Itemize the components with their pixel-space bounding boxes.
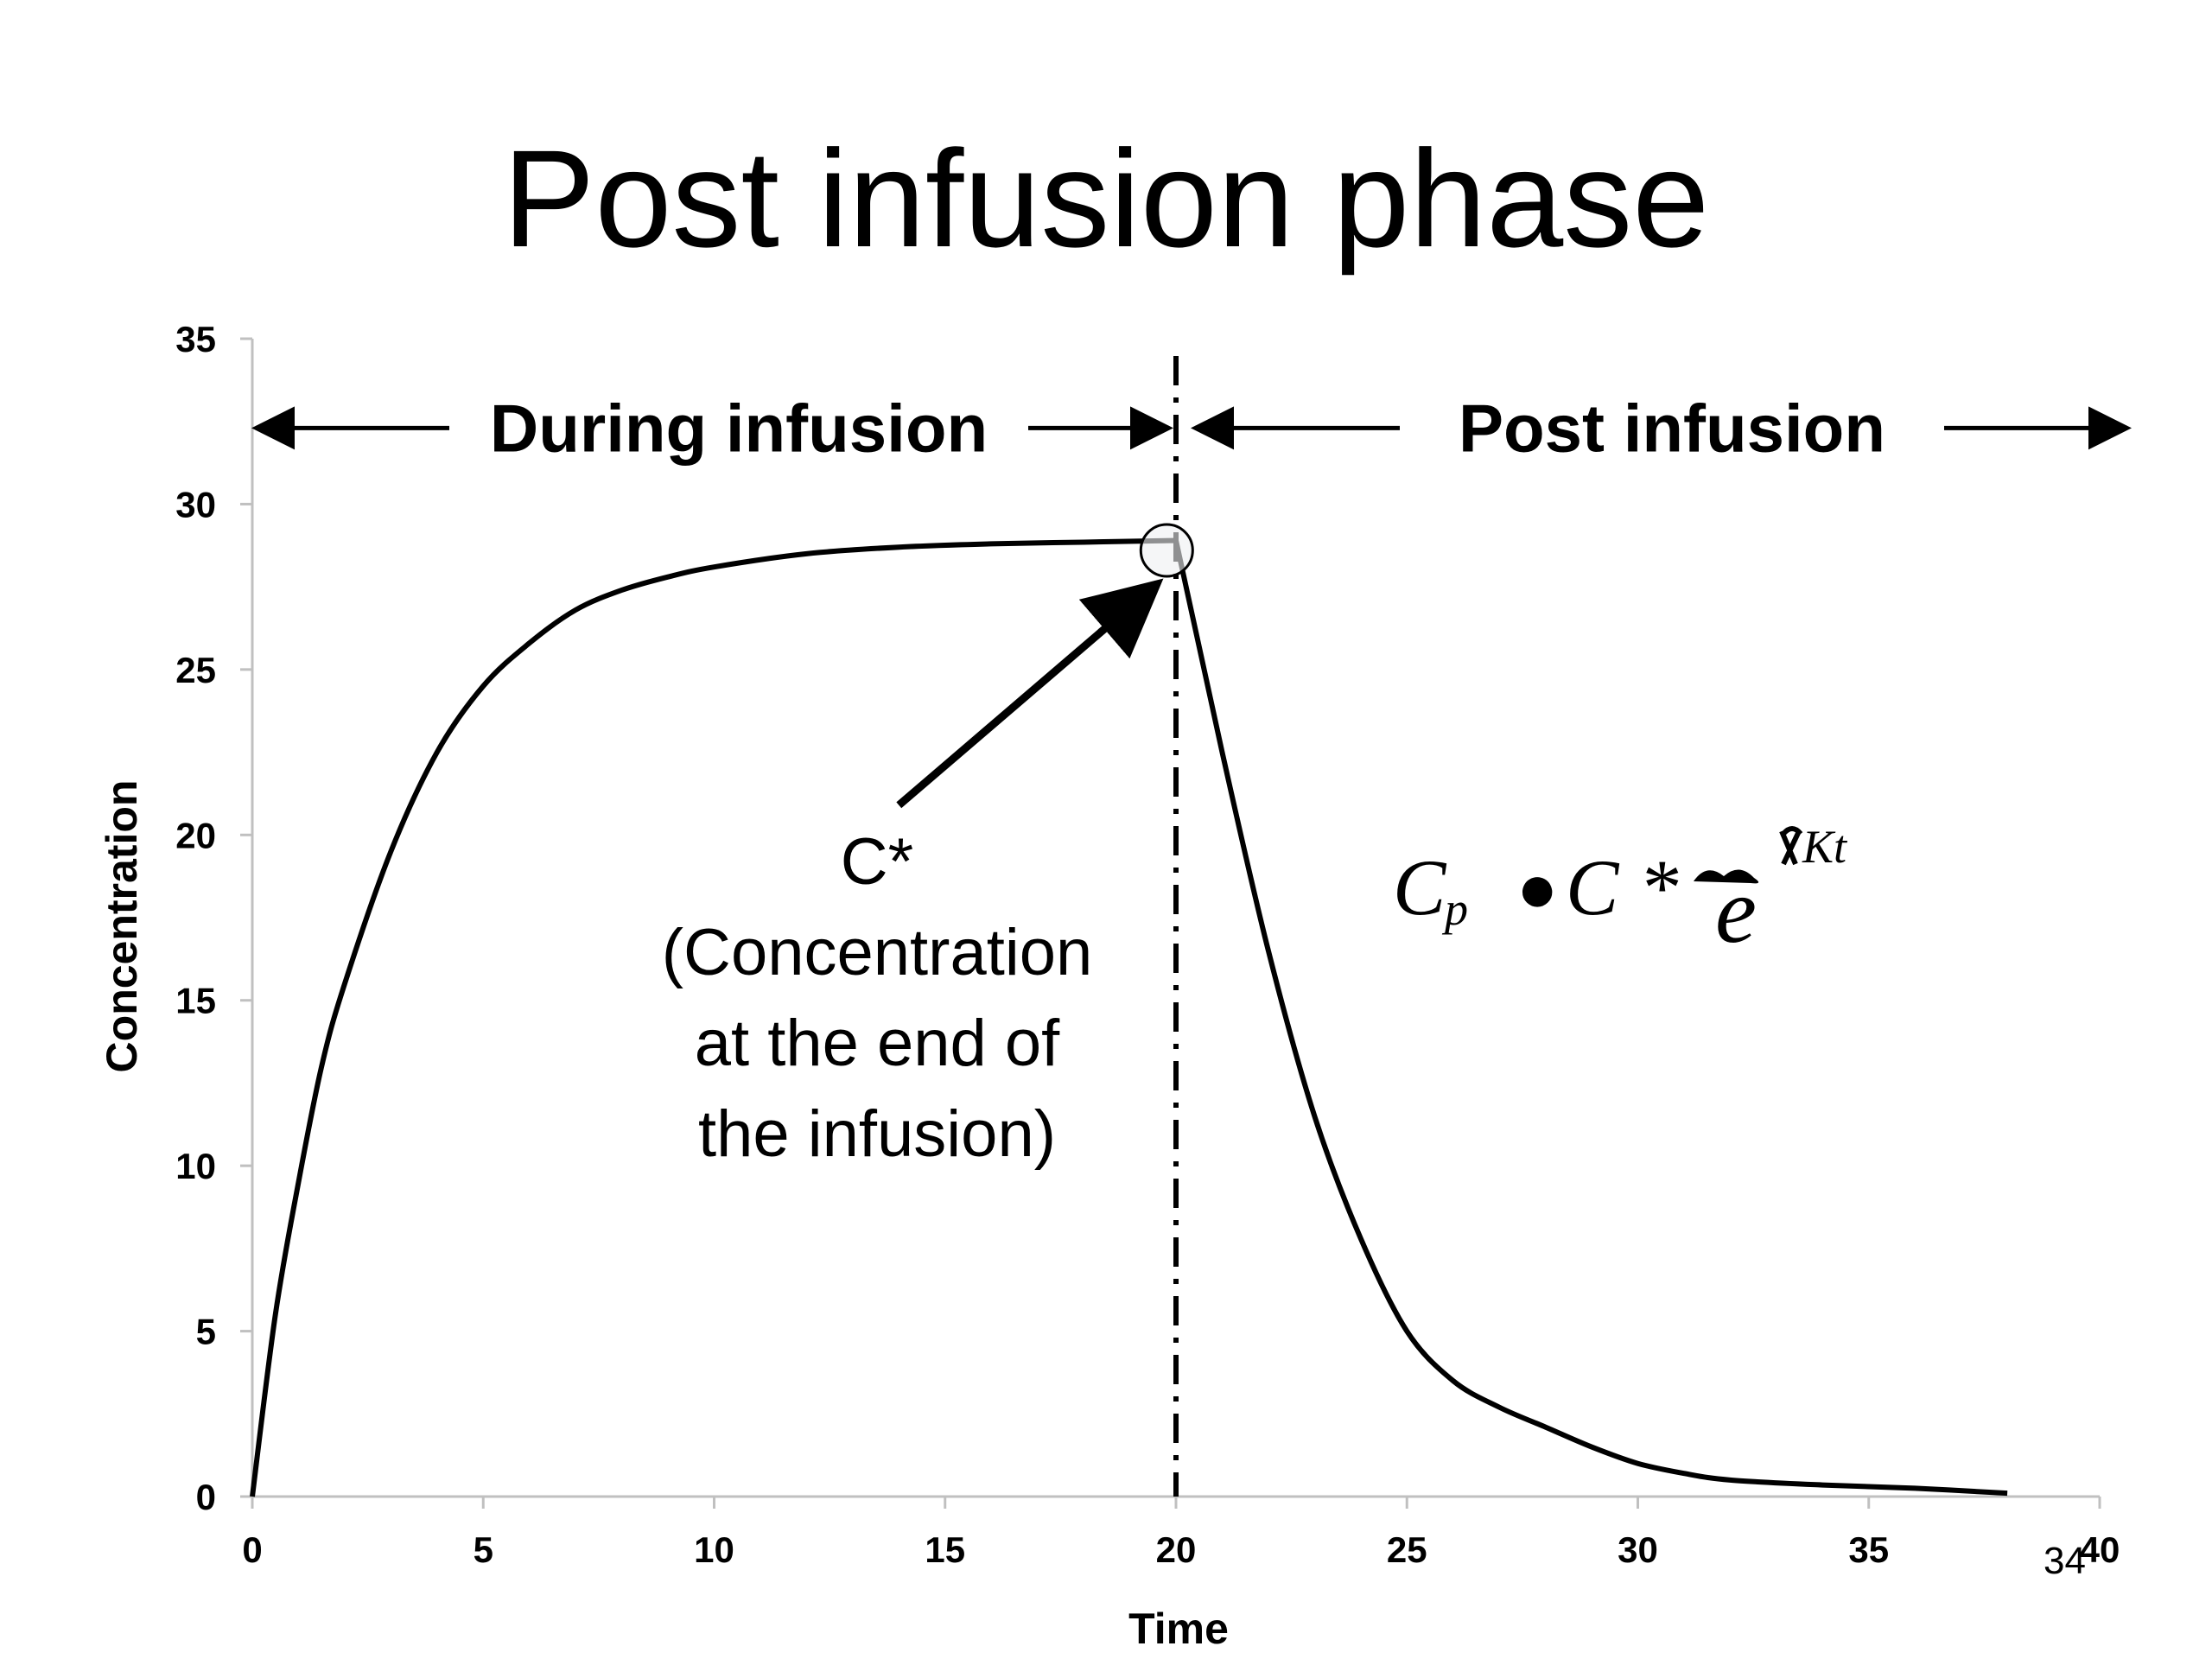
y-tick-label: 30	[175, 484, 216, 524]
x-tick-label: 0	[242, 1529, 262, 1570]
x-tick-label: 40	[2080, 1529, 2120, 1570]
x-tick-label: 15	[925, 1529, 965, 1570]
y-tick-label: 35	[175, 319, 216, 359]
c-star-highlight	[1139, 523, 1194, 578]
x-axis-title: Time	[1128, 1605, 1229, 1653]
annotation-line: C*	[841, 825, 913, 899]
region-label-post: Post infusion	[1459, 390, 1885, 466]
chart-overlay	[251, 356, 2132, 1497]
formula-exp-base: e	[1715, 860, 1757, 963]
c-star-arrow	[896, 578, 1164, 809]
formula-operator: ●	[1516, 849, 1558, 926]
x-tick-label: 10	[694, 1529, 734, 1570]
chart-labels: Time Concentration During infusion Post inf…	[98, 390, 1885, 1653]
formula-minus-glyph	[1779, 826, 1803, 866]
y-tick-label: 5	[196, 1312, 216, 1352]
formula-exp-power: Kt	[1802, 821, 1848, 873]
formula-lhs-subscript: p	[1441, 883, 1468, 935]
y-tick-label: 20	[175, 815, 216, 855]
annotation-line: at the end of	[695, 1007, 1060, 1080]
y-tick-label: 10	[175, 1146, 216, 1186]
y-tick-label: 25	[175, 650, 216, 690]
elimination-formula: C p ● C * e Kt	[1393, 821, 1848, 963]
slide-title: Post infusion phase	[502, 121, 1710, 276]
y-axis-title: Concentration	[98, 780, 146, 1073]
x-tick-label: 20	[1156, 1529, 1197, 1570]
x-tick-label: 5	[474, 1529, 493, 1570]
annotation-line: the infusion)	[698, 1097, 1056, 1171]
formula-lhs: C	[1393, 843, 1447, 931]
series-line	[250, 537, 2008, 1497]
formula-symbol-glyph	[1694, 869, 1759, 884]
y-tick-label: 15	[175, 981, 216, 1021]
page-number: 34	[2044, 1540, 2086, 1582]
x-tick-label: 25	[1387, 1529, 1427, 1570]
y-tick-label: 0	[196, 1477, 216, 1517]
region-label-during: During infusion	[490, 390, 988, 466]
annotation-line: (Concentration	[662, 916, 1093, 989]
x-tick-label: 30	[1618, 1529, 1658, 1570]
formula-rhs: C *	[1566, 843, 1678, 931]
chart-ticks: 0 5 10 15 20 25 30 35 40 0 5 10 15 20 25 30 35	[175, 319, 2120, 1570]
chart-series	[250, 537, 2008, 1497]
x-tick-label: 35	[1848, 1529, 1889, 1570]
